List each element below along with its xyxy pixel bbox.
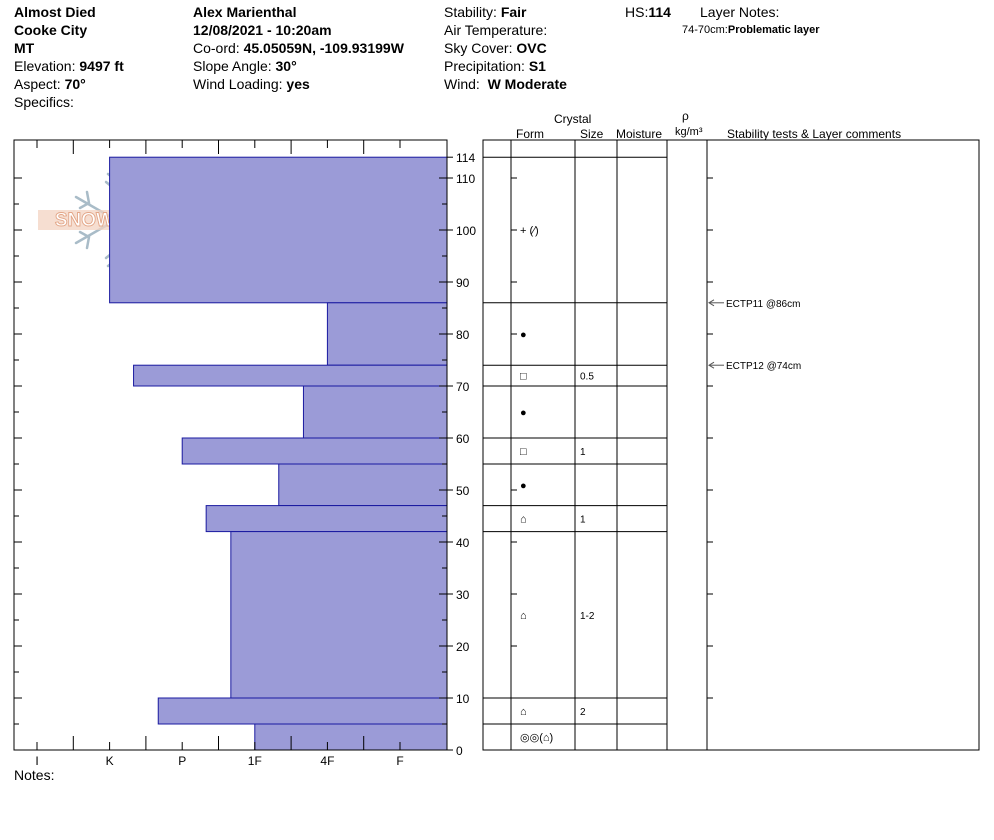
depth-tick-label: 100: [456, 224, 476, 238]
moisture-header: Moisture: [616, 127, 663, 141]
depth-tick-label: 60: [456, 432, 470, 446]
sky-cover: Sky Cover: OVC: [444, 40, 547, 56]
observer: Alex Marienthal: [193, 4, 297, 20]
depth-tick-label: 80: [456, 328, 470, 342]
grain-form-symbol: ⌂: [520, 514, 527, 526]
density-symbol: ρ: [682, 109, 689, 123]
aspect: Aspect: 70°: [14, 76, 86, 92]
hardness-bar: [326, 302, 448, 366]
layer-note: 74-70cm:Problematic layer: [682, 24, 820, 36]
hardness-tick-label: F: [396, 754, 403, 768]
depth-tick-label: 50: [456, 484, 470, 498]
stability-test-label: ECTP11 @86cm: [726, 299, 800, 310]
form-header: Form: [516, 127, 544, 141]
snow-height: HS:114: [625, 4, 671, 20]
hardness-tick-label: K: [106, 754, 114, 768]
location: Cooke City: [14, 22, 88, 38]
hardness-tick-label: P: [178, 754, 186, 768]
hardness-bar: [157, 697, 448, 725]
depth-tick-label: 40: [456, 536, 470, 550]
hardness-tick-label: I: [35, 754, 38, 768]
test-arrow-icon: [708, 299, 715, 307]
coordinates: Co-ord: 45.05059N, -109.93199W: [193, 40, 404, 56]
test-arrow-icon: [708, 361, 715, 369]
depth-tick-label: 0: [456, 744, 463, 758]
grain-size: 1: [580, 447, 586, 458]
elevation: Elevation: 9497 ft: [14, 58, 124, 74]
state: MT: [14, 40, 35, 56]
depth-tick-label: 10: [456, 692, 470, 706]
wind-loading: Wind Loading: yes: [193, 76, 310, 92]
depth-tick-label: 20: [456, 640, 470, 654]
depth-tick-label: 90: [456, 276, 470, 290]
depth-tick-label: 110: [456, 172, 475, 186]
layer-notes-label: Layer Notes:: [700, 4, 780, 20]
precipitation: Precipitation: S1: [444, 58, 546, 74]
hardness-bar: [278, 463, 448, 507]
grain-form-symbol: ⌂: [520, 706, 527, 718]
grain-form-symbol: ◎◎(⌂): [520, 732, 553, 744]
hardness-tick-label: 4F: [320, 754, 334, 768]
density-unit: kg/m³: [675, 126, 703, 138]
hardness-bar: [302, 385, 448, 439]
grain-size: 1-2: [580, 611, 595, 622]
wind: Wind: W Moderate: [444, 76, 567, 92]
hardness-bar: [181, 437, 448, 465]
stability: Stability: Fair: [444, 4, 527, 20]
layer-table-frame: [482, 139, 980, 751]
air-temperature: Air Temperature:: [444, 22, 548, 38]
grain-size: 0.5: [580, 372, 594, 383]
size-header: Size: [580, 127, 604, 141]
hardness-tick-label: 1F: [248, 754, 262, 768]
slope-angle: Slope Angle: 30°: [193, 58, 297, 74]
stability-test-label: ECTP12 @74cm: [726, 361, 801, 372]
grain-form-symbol: ⌂: [520, 610, 527, 622]
grain-form-symbol: + (⁄): [520, 225, 539, 237]
comments-header: Stability tests & Layer comments: [727, 127, 902, 141]
grain-form-symbol: □: [520, 371, 527, 383]
grain-size: 1: [580, 515, 586, 526]
site-name: Almost Died: [14, 4, 96, 20]
notes-label: Notes:: [14, 767, 55, 783]
specifics-label: Specifics:: [14, 94, 74, 110]
depth-tick-label: 114: [456, 151, 475, 165]
grain-form-symbol: ●: [520, 329, 527, 341]
depth-tick-label: 30: [456, 588, 470, 602]
hardness-bar: [133, 364, 448, 387]
grain-form-symbol: □: [520, 446, 527, 458]
hardness-plot-frame: [13, 139, 448, 751]
hardness-bar: [205, 505, 448, 533]
grain-form-symbol: ●: [520, 480, 527, 492]
grain-form-symbol: ●: [520, 407, 527, 419]
depth-tick-label: 70: [456, 380, 470, 394]
crystal-header: Crystal: [554, 112, 592, 126]
grain-size: 2: [580, 707, 586, 718]
hardness-bar: [230, 531, 448, 699]
hardness-bar: [254, 723, 448, 751]
hardness-bar: [109, 156, 448, 304]
datetime: 12/08/2021 - 10:20am: [193, 22, 332, 38]
